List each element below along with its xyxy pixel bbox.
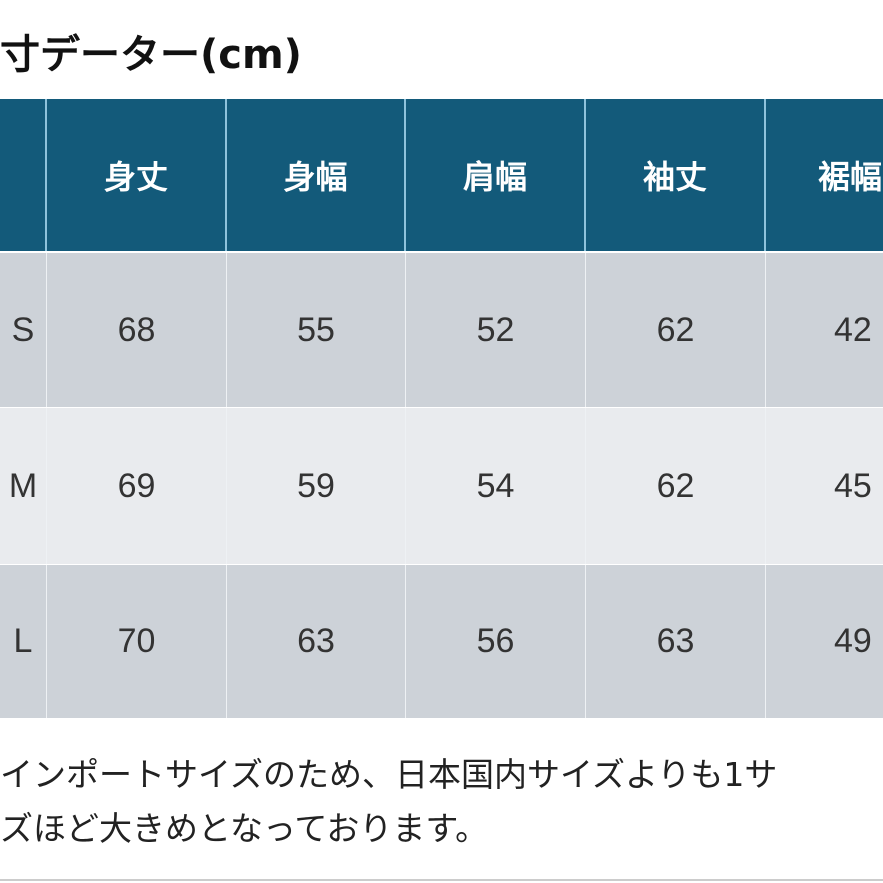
- table-cell: 56: [406, 565, 586, 718]
- size-label: M: [0, 408, 47, 564]
- table-cell: 42: [834, 310, 872, 349]
- table-cell: 70: [47, 565, 227, 718]
- table-row: M 69 59 54 62 45: [0, 408, 883, 564]
- header-cell-length: 身丈: [47, 99, 227, 251]
- table-cell: 54: [406, 408, 586, 564]
- size-note-line: インポートサイズのため、日本国内サイズよりも1サ: [0, 755, 778, 794]
- divider: [0, 879, 883, 881]
- size-table: 身丈 身幅 肩幅 袖丈 裾幅 S 68 55 52 62 42 M 69 59 …: [0, 99, 883, 718]
- page-title: 寸データー(cm): [0, 32, 302, 78]
- table-cell: 68: [47, 253, 227, 407]
- table-row: S 68 55 52 62 42: [0, 253, 883, 407]
- table-cell: 59: [227, 408, 406, 564]
- header-cell-hem: 裾幅: [818, 158, 883, 196]
- table-cell: 62: [586, 253, 766, 407]
- table-cell: 49: [834, 622, 872, 660]
- header-cell-width: 身幅: [227, 99, 406, 251]
- table-header-row: 身丈 身幅 肩幅 袖丈 裾幅: [0, 99, 883, 251]
- header-cell-shoulder: 肩幅: [406, 99, 586, 251]
- table-cell: 55: [227, 253, 406, 407]
- header-cell-size: [0, 99, 47, 251]
- table-row: L 70 63 56 63 49: [0, 565, 883, 718]
- size-note-line: ズほど大きめとなっております。: [0, 809, 489, 848]
- size-label: L: [0, 565, 47, 718]
- table-cell: 69: [47, 408, 227, 564]
- size-label: S: [0, 253, 47, 407]
- table-cell: 63: [586, 565, 766, 718]
- table-cell: 52: [406, 253, 586, 407]
- table-cell: 62: [586, 408, 766, 564]
- header-cell-sleeve: 袖丈: [586, 99, 766, 251]
- table-cell: 45: [834, 466, 872, 505]
- table-cell: 63: [227, 565, 406, 718]
